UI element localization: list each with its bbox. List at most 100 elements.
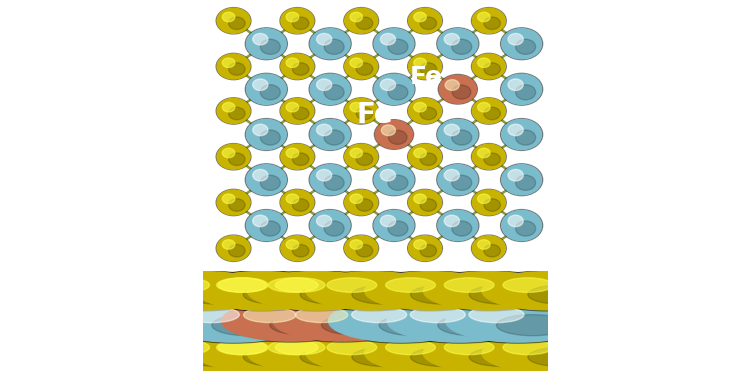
- Circle shape: [350, 148, 362, 158]
- Circle shape: [306, 334, 437, 372]
- Circle shape: [280, 54, 314, 79]
- Circle shape: [508, 215, 524, 227]
- Circle shape: [222, 58, 235, 68]
- Circle shape: [292, 63, 309, 75]
- Circle shape: [251, 333, 388, 373]
- Text: Fe: Fe: [356, 101, 393, 129]
- Circle shape: [309, 164, 351, 196]
- Circle shape: [254, 334, 386, 372]
- Circle shape: [362, 333, 499, 373]
- Circle shape: [409, 98, 442, 123]
- Circle shape: [388, 85, 408, 100]
- Circle shape: [293, 285, 358, 304]
- Circle shape: [469, 307, 524, 322]
- Circle shape: [472, 144, 506, 169]
- Circle shape: [242, 347, 307, 366]
- Circle shape: [344, 235, 379, 261]
- Circle shape: [420, 271, 558, 311]
- Circle shape: [478, 12, 490, 22]
- Circle shape: [345, 190, 378, 215]
- Circle shape: [478, 271, 616, 311]
- Circle shape: [260, 39, 280, 54]
- Circle shape: [446, 80, 459, 90]
- Circle shape: [375, 120, 413, 148]
- Circle shape: [260, 221, 280, 236]
- Circle shape: [345, 144, 378, 169]
- Circle shape: [253, 215, 268, 227]
- Circle shape: [286, 148, 298, 158]
- Circle shape: [306, 272, 437, 310]
- Circle shape: [161, 300, 306, 342]
- Circle shape: [386, 278, 436, 292]
- Circle shape: [216, 8, 251, 34]
- Circle shape: [438, 119, 478, 150]
- Circle shape: [217, 54, 250, 79]
- Circle shape: [197, 272, 328, 310]
- Circle shape: [446, 300, 591, 342]
- Circle shape: [246, 28, 286, 59]
- Circle shape: [280, 236, 314, 261]
- Circle shape: [160, 278, 209, 292]
- Circle shape: [373, 74, 415, 105]
- Circle shape: [414, 194, 426, 204]
- Circle shape: [472, 144, 506, 170]
- Circle shape: [500, 74, 543, 105]
- Circle shape: [438, 28, 478, 59]
- Circle shape: [217, 98, 250, 123]
- Circle shape: [292, 17, 309, 30]
- Circle shape: [316, 33, 332, 45]
- Circle shape: [229, 153, 245, 165]
- Circle shape: [344, 98, 379, 124]
- Circle shape: [478, 194, 490, 204]
- Circle shape: [345, 236, 378, 261]
- Circle shape: [438, 165, 478, 195]
- Circle shape: [158, 299, 310, 343]
- Circle shape: [217, 190, 250, 215]
- Circle shape: [222, 102, 235, 112]
- Circle shape: [217, 236, 250, 261]
- Circle shape: [245, 210, 287, 242]
- Circle shape: [502, 74, 542, 104]
- Circle shape: [472, 53, 506, 80]
- Circle shape: [472, 8, 506, 33]
- Circle shape: [211, 315, 284, 336]
- Circle shape: [409, 144, 442, 169]
- Circle shape: [345, 8, 378, 33]
- Circle shape: [268, 278, 318, 292]
- Circle shape: [280, 98, 315, 124]
- Circle shape: [440, 75, 476, 104]
- Circle shape: [352, 347, 418, 366]
- Circle shape: [280, 8, 315, 34]
- Circle shape: [508, 33, 524, 45]
- Circle shape: [386, 340, 436, 355]
- Circle shape: [436, 118, 478, 150]
- Circle shape: [408, 189, 442, 216]
- Circle shape: [414, 58, 426, 68]
- Circle shape: [408, 8, 442, 34]
- Circle shape: [184, 347, 250, 366]
- Circle shape: [472, 98, 506, 124]
- Circle shape: [194, 333, 332, 373]
- Circle shape: [502, 28, 542, 59]
- Circle shape: [484, 153, 500, 165]
- Circle shape: [444, 124, 460, 136]
- Circle shape: [388, 39, 408, 54]
- Circle shape: [478, 102, 490, 112]
- Circle shape: [374, 165, 414, 195]
- Circle shape: [388, 175, 408, 190]
- Circle shape: [508, 79, 524, 90]
- Circle shape: [410, 285, 476, 304]
- Circle shape: [286, 102, 298, 112]
- Circle shape: [380, 79, 395, 90]
- Circle shape: [310, 119, 350, 150]
- Circle shape: [253, 79, 268, 90]
- Circle shape: [472, 235, 506, 261]
- Circle shape: [444, 340, 494, 355]
- Circle shape: [222, 12, 235, 22]
- Circle shape: [444, 278, 494, 292]
- Circle shape: [184, 307, 239, 322]
- Circle shape: [472, 98, 506, 123]
- Circle shape: [380, 315, 452, 336]
- Circle shape: [408, 144, 442, 170]
- Circle shape: [452, 130, 472, 145]
